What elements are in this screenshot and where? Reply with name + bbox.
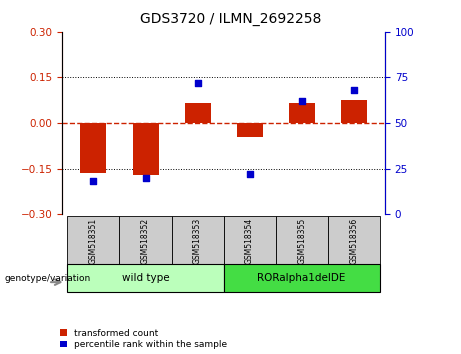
Text: GSM518352: GSM518352 [141, 218, 150, 264]
Point [350, 87, 357, 93]
Bar [119, 216, 171, 264]
Text: GSM518353: GSM518353 [193, 218, 202, 264]
Bar [184, 103, 211, 123]
Point [298, 98, 305, 104]
Bar [132, 123, 159, 175]
Bar [81, 123, 106, 173]
Bar [67, 264, 224, 292]
Text: wild type: wild type [122, 273, 169, 283]
Bar [328, 216, 380, 264]
Text: GSM518356: GSM518356 [349, 218, 358, 264]
Point [194, 80, 201, 86]
Bar [224, 264, 380, 292]
Bar [67, 216, 119, 264]
Point [246, 171, 253, 177]
Legend: transformed count, percentile rank within the sample: transformed count, percentile rank withi… [60, 329, 227, 349]
Text: GSM518355: GSM518355 [297, 218, 306, 264]
Point [90, 178, 97, 184]
Text: GSM518354: GSM518354 [245, 218, 254, 264]
Bar [171, 216, 224, 264]
Text: genotype/variation: genotype/variation [5, 274, 91, 284]
Text: RORalpha1delDE: RORalpha1delDE [258, 273, 346, 283]
Point [142, 175, 149, 181]
Text: GDS3720 / ILMN_2692258: GDS3720 / ILMN_2692258 [140, 12, 321, 27]
Bar [341, 100, 366, 123]
Bar [224, 216, 276, 264]
Bar [236, 123, 263, 137]
Text: GSM518351: GSM518351 [89, 218, 98, 264]
Bar [276, 216, 328, 264]
Bar [289, 103, 315, 123]
